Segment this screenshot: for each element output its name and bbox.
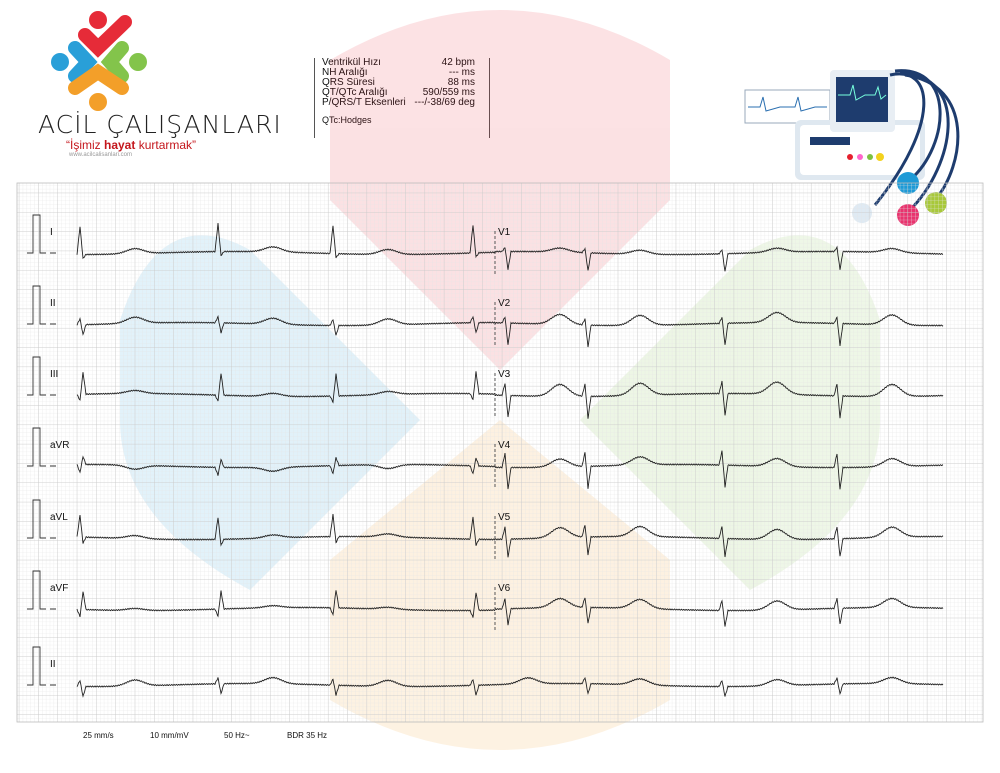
- measurement-row: P/QRS/T Eksenleri ---/-38/69 deg: [322, 98, 489, 108]
- measurement-label: P/QRS/T Eksenleri: [322, 98, 406, 108]
- measurement-value: --- ms: [449, 68, 475, 78]
- measurement-label: Ventrikül Hızı: [322, 58, 381, 68]
- measurement-value: ---/-38/69 deg: [414, 98, 475, 108]
- ecg-trace: [494, 450, 944, 490]
- ecg-trace: [76, 314, 495, 336]
- ecg-trace: [76, 676, 944, 698]
- measurement-label: NH Aralığı: [322, 67, 368, 78]
- calibration-pulse: [27, 214, 56, 254]
- measurements-panel: Ventrikül Hızı42 bpmNH Aralığı--- msQRS …: [314, 58, 490, 138]
- lead-label: II: [50, 659, 56, 670]
- ecg-trace: [76, 371, 496, 404]
- ecg-trace: [76, 455, 496, 476]
- lead-label: III: [50, 369, 58, 380]
- lead-label: V5: [498, 512, 511, 523]
- measurement-value: 42 bpm: [442, 58, 475, 68]
- lead-row: I V1: [27, 214, 944, 275]
- lead-row: aVF V6: [27, 570, 944, 631]
- measurement-row: Ventrikül Hızı 42 bpm: [322, 58, 489, 68]
- lead-label: aVR: [50, 440, 69, 451]
- measurement-value: 590/559 ms: [423, 88, 475, 98]
- ecg-trace: [494, 311, 944, 348]
- measurement-row: QT/QTc Aralığı 590/559 ms: [322, 88, 489, 98]
- calibration-pulse: [27, 427, 56, 467]
- lead-label: I: [50, 227, 53, 238]
- baseline-filter: BDR 35 Hz: [287, 731, 328, 740]
- ecg-trace: [494, 597, 944, 627]
- brand-url: www.acilcalisanlari.com: [69, 152, 133, 158]
- ecg-trace: [76, 223, 496, 260]
- lead-row: aVR V4: [27, 427, 944, 490]
- lead-row: III V3: [27, 356, 944, 419]
- lead-label: V3: [498, 369, 511, 380]
- ecg-trace: [76, 590, 496, 618]
- qtc-formula: QTc:Hodges: [322, 115, 489, 125]
- lead-row: aVL V5: [27, 499, 944, 560]
- calibration-pulse: [27, 570, 56, 610]
- lead-label: V4: [498, 440, 511, 451]
- mains-filter: 50 Hz~: [224, 731, 250, 740]
- ecg-trace: [495, 380, 944, 419]
- brand-slogan: “İşimiz hayat kurtarmak”: [66, 138, 197, 152]
- lead-label: V6: [498, 583, 511, 594]
- lead-label: V2: [498, 298, 511, 309]
- lead-label: aVL: [50, 512, 68, 523]
- measurement-row: QRS Süresi 88 ms: [322, 78, 489, 88]
- lead-label: V1: [498, 227, 511, 238]
- measurement-label: QT/QTc Aralığı: [322, 88, 388, 98]
- brand-name: ACİL ÇALIŞANLARI: [38, 110, 282, 139]
- calibration-pulse: [27, 356, 56, 396]
- measurement-label: QRS Süresi: [322, 78, 375, 88]
- calibration-pulse: [27, 646, 56, 686]
- lead-row: II V2: [27, 285, 944, 348]
- lead-row: II: [27, 646, 944, 698]
- lead-label: aVF: [50, 583, 68, 594]
- gain: 10 mm/mV: [150, 731, 189, 740]
- measurement-value: 88 ms: [448, 78, 475, 88]
- calibration-pulse: [27, 499, 56, 539]
- ecg-trace: [494, 245, 944, 272]
- lead-label: II: [50, 298, 56, 309]
- ecg-machine-illustration: [744, 69, 960, 226]
- calibration-pulse: [27, 285, 56, 325]
- ecg-trace: [76, 514, 496, 547]
- paper-speed: 25 mm/s: [83, 731, 114, 740]
- acil-calisanlari-logo: [51, 11, 147, 111]
- ecg-trace: [494, 525, 944, 558]
- measurement-row: NH Aralığı --- ms: [322, 68, 489, 78]
